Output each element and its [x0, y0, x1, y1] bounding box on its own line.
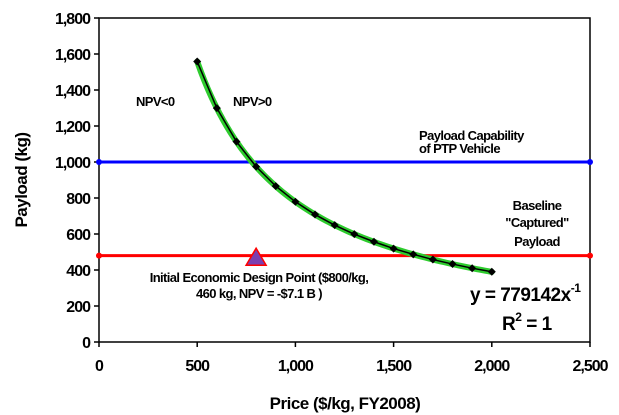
- data-point-marker: [487, 267, 496, 276]
- y-tick-label: 0: [82, 335, 91, 352]
- baseline-payload-line-end-left: [96, 252, 102, 259]
- data-point-marker: [369, 237, 378, 246]
- fit-equation: y = 779142x-1: [470, 281, 581, 306]
- y-tick-label: 600: [66, 227, 91, 244]
- data-point-marker: [409, 250, 418, 259]
- data-point-marker: [448, 260, 457, 269]
- data-point-marker: [212, 104, 221, 113]
- y-tick-label: 1,600: [55, 47, 91, 64]
- baseline-label-line2: "Captured": [505, 215, 569, 230]
- r-squared-exponent: 2: [515, 310, 522, 324]
- y-tick-label: 1,000: [55, 155, 91, 172]
- data-point-marker: [428, 255, 437, 264]
- y-tick-label: 400: [66, 263, 91, 280]
- data-point-marker: [193, 57, 202, 66]
- data-point-marker: [468, 264, 477, 273]
- payload-capability-line-end-left: [96, 159, 102, 165]
- data-point-marker: [232, 137, 241, 146]
- data-point-marker: [252, 162, 261, 171]
- x-axis-ticks: 0 500 1,000 1,500 2,000 2,500: [95, 342, 610, 375]
- payload-curve-markers: [193, 57, 496, 276]
- payload-capability-label-line1: Payload Capability: [419, 128, 525, 143]
- design-point-marker: [244, 246, 268, 266]
- x-axis-title: Price ($/kg, FY2008): [270, 394, 421, 413]
- y-tick-label: 1,800: [55, 11, 91, 28]
- y-tick-label: 1,400: [55, 83, 91, 100]
- x-tick-label: 1,500: [376, 358, 412, 375]
- baseline-label-line1: Baseline: [513, 198, 562, 213]
- y-tick-label: 800: [66, 191, 91, 208]
- data-point-marker: [291, 197, 300, 206]
- x-tick-label: 2,500: [572, 358, 608, 375]
- y-axis-title: Payload (kg): [12, 132, 31, 227]
- npv-positive-label: NPV>0: [233, 94, 272, 109]
- design-point-label-line1: Initial Economic Design Point ($800/kg,: [150, 270, 369, 285]
- x-tick-label: 0: [95, 358, 104, 375]
- plot-area: [98, 17, 591, 343]
- y-tick-label: 200: [66, 299, 91, 316]
- data-point-marker: [330, 221, 339, 230]
- x-tick-label: 500: [185, 358, 210, 375]
- r-squared: R2 = 1: [502, 310, 553, 335]
- x-tick-label: 2,000: [474, 358, 510, 375]
- x-tick-label: 1,000: [278, 358, 314, 375]
- data-point-marker: [271, 182, 280, 191]
- payload-capability-label-line2: of PTP Vehicle: [419, 141, 500, 156]
- data-point-marker: [389, 244, 398, 253]
- y-tick-label: 1,200: [55, 119, 91, 136]
- data-point-marker: [311, 210, 320, 219]
- y-axis-ticks: 0 200 400 600 800 1,000 1,200 1,400 1,600 1,800: [55, 11, 99, 352]
- baseline-label-line3: Payload: [514, 234, 560, 249]
- payload-curve-line: [196, 61, 492, 273]
- design-point-label-line2: 460 kg, NPV = -$7.1 B ): [196, 286, 322, 301]
- fit-equation-exponent: -1: [571, 281, 581, 295]
- payload-capability-line-end-right: [587, 159, 593, 165]
- npv-negative-label: NPV<0: [136, 94, 175, 109]
- baseline-payload-line-end-right: [587, 252, 593, 259]
- data-point-marker: [350, 230, 359, 239]
